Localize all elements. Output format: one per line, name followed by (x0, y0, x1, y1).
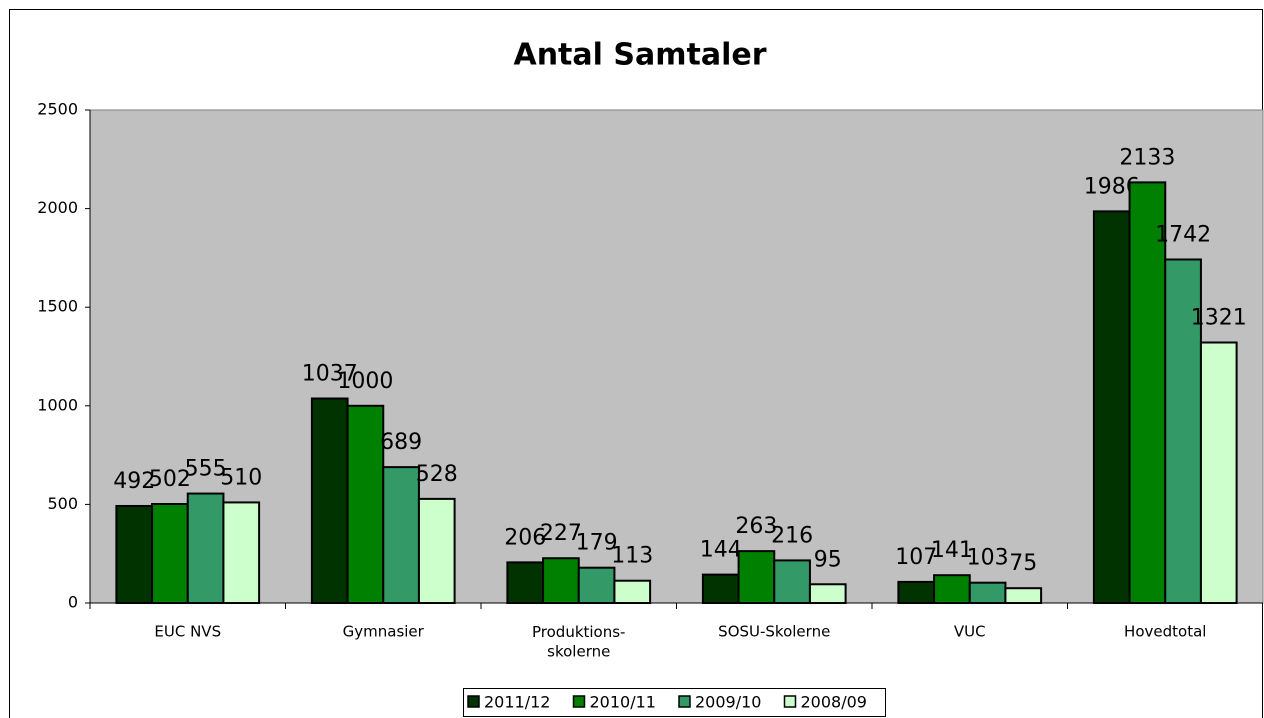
bar (506, 561, 545, 604)
bar (1128, 181, 1167, 604)
x-tick-label: Gymnasier (343, 623, 425, 641)
value-label: 103 (967, 546, 1009, 571)
value-label: 263 (735, 514, 777, 539)
value-label: 510 (220, 465, 262, 490)
value-label: 141 (931, 538, 973, 563)
bar (346, 404, 385, 604)
y-tick-label: 2500 (37, 100, 78, 119)
legend-swatch (678, 695, 691, 708)
value-label: 216 (771, 523, 813, 548)
bar (1092, 210, 1131, 604)
bar (186, 492, 225, 604)
bar (968, 581, 1007, 605)
value-label: 1037 (302, 362, 358, 387)
value-label: 75 (1009, 551, 1037, 576)
y-tick-label: 1500 (37, 297, 78, 316)
bar (737, 550, 776, 605)
value-label: 492 (113, 469, 155, 494)
legend-swatch (467, 695, 480, 708)
value-label: 113 (611, 544, 653, 569)
value-label: 227 (540, 521, 582, 546)
value-label: 528 (416, 462, 458, 487)
bar (1199, 341, 1238, 604)
x-tick-label: VUC (954, 623, 986, 641)
bar (897, 580, 936, 604)
bar (808, 583, 847, 604)
bar (115, 504, 154, 604)
bar (701, 573, 740, 605)
y-tick-label: 1000 (37, 395, 78, 414)
x-tick-label: Hovedtotal (1124, 623, 1206, 641)
bar (1164, 258, 1202, 604)
bar (613, 579, 652, 604)
y-tick-label: 0 (68, 593, 78, 612)
x-tick-label: Produktions-skolerne (532, 623, 625, 661)
value-label: 689 (380, 430, 422, 455)
bar (933, 574, 971, 605)
bar (310, 397, 349, 604)
legend-swatch (572, 695, 586, 708)
bar (773, 559, 811, 604)
bar (417, 497, 456, 604)
value-label: 144 (700, 538, 742, 563)
legend-label: 2009/10 (695, 693, 761, 712)
x-tick-label: EUC NVS (154, 623, 221, 641)
legend-label: 2008/09 (801, 693, 867, 712)
legend-label: 2011/12 (484, 693, 550, 712)
value-label: 1321 (1191, 305, 1247, 330)
value-label: 179 (576, 531, 618, 556)
bar (222, 501, 261, 605)
legend-label: 2010/11 (590, 693, 656, 712)
x-tick-label: SOSU-Skolerne (718, 623, 830, 641)
value-label: 1742 (1155, 222, 1211, 247)
bar (151, 503, 189, 605)
legend-box (463, 688, 886, 717)
bar (1004, 587, 1043, 605)
legend-swatch (783, 695, 797, 708)
y-tick-label: 500 (47, 494, 78, 513)
value-label: 95 (814, 547, 842, 572)
bar (382, 466, 420, 605)
chart-title: Antal Samtaler (513, 38, 766, 73)
bar (577, 566, 616, 604)
plot-area (89, 109, 1264, 604)
value-label: 206 (504, 525, 546, 550)
value-label: 1000 (337, 369, 393, 394)
bar (542, 557, 580, 604)
value-label: 502 (149, 467, 191, 492)
y-tick-label: 2000 (37, 198, 78, 217)
value-label: 2133 (1119, 145, 1175, 170)
value-label: 107 (895, 545, 937, 570)
value-label: 555 (185, 457, 227, 482)
